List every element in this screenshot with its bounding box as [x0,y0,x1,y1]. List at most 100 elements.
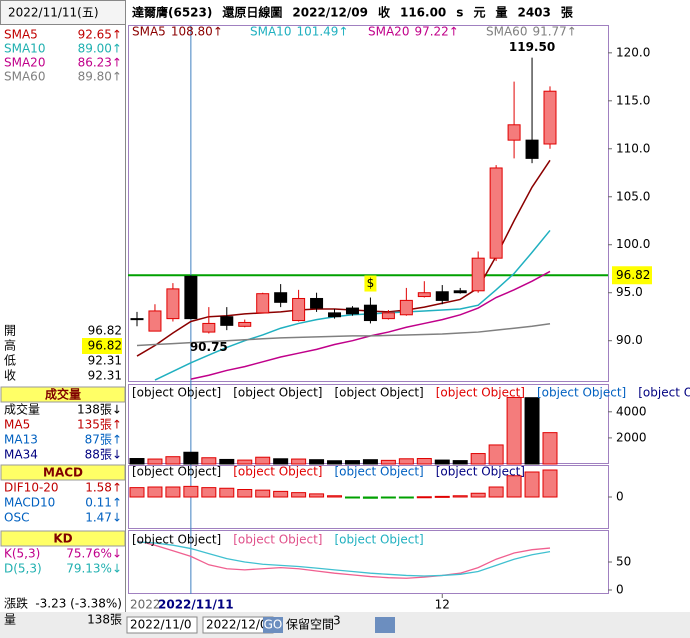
bar [273,490,289,498]
ma-line [136,322,551,347]
sidebar-label: SMA60 [4,70,45,84]
go-button[interactable] [263,617,283,633]
sidebar-label: DIF10-20 [4,481,59,495]
bar [201,457,217,465]
sidebar-label: SMA10 [4,42,45,56]
close-label: 收 [378,5,390,20]
sidebar-value: 86.23↑ [78,56,122,70]
x-tick-label: 12 [435,598,450,612]
vol-unit: 張 [561,6,574,20]
bar [237,489,253,498]
panel-header: [object Object] [436,386,525,400]
bar [237,459,253,465]
candle-body [489,167,503,259]
candle-body [292,297,306,322]
candle-body [399,299,413,316]
highlight [82,338,122,354]
bar [398,496,414,499]
panel-header: [object Object] [132,533,221,547]
bar [488,444,504,465]
unit: 元 [473,6,485,20]
bar [327,460,343,465]
legend-name: SMA5 [132,25,166,39]
section-title: MACD [43,466,83,480]
sidebar-label: 收 [4,369,16,383]
candle-body [525,139,539,159]
bar [362,459,378,465]
panel-header: [object Object] [335,465,424,479]
bar [219,487,235,498]
bar [506,396,522,465]
section-header [0,386,126,403]
panel-header: [object Object] [233,386,322,400]
y-tick-label: 95.0 [616,285,643,299]
candle-body [471,257,485,292]
panel-header: [object Object] [132,386,221,400]
date-select[interactable] [126,616,198,634]
bar [452,460,468,465]
bar [183,451,199,465]
date: 2022/11/11(五) [8,6,99,20]
legend-value: 108.80↑ [171,25,223,39]
chart-type: 還原日線圖 [222,5,282,20]
sidebar-label: MA34 [4,448,38,462]
bar [219,458,235,465]
bar [165,456,181,465]
bar [506,475,522,498]
sidebar-value: 96.82 [88,324,122,338]
legend-value: 91.77↑ [532,25,576,39]
vol: 2403 [517,6,550,20]
from-date: 2022/11/0 [130,618,192,632]
candle-body [256,293,270,314]
bar [129,487,145,498]
toolbar [0,612,690,638]
cursor-date: 2022/11/11 [158,598,234,612]
bar [524,471,540,498]
panel-header: [object Object] [436,465,525,479]
y-tick-label: 90.0 [616,333,643,347]
kd-line [136,540,551,579]
reserve-n: 3 [333,614,341,628]
sidebar-label: 高 [4,338,16,353]
bar [327,495,343,498]
kd-line [136,541,551,577]
candle-body [220,316,234,326]
sidebar-value: 75.76%↓ [66,547,122,561]
sidebar-label: SMA5 [4,28,38,42]
sidebar-label: 開 [4,324,16,338]
candle-body [363,304,377,322]
sidebar-label: MA5 [4,418,30,432]
candle-body [328,312,342,318]
y-tick-label: 115.0 [616,93,650,107]
sidebar-value: 138張↓ [77,403,122,417]
y-tick-label: 4000 [616,404,647,418]
bar [398,458,414,465]
bar [255,456,271,465]
legend-name: SMA60 [486,25,527,39]
marker-badge [364,275,377,292]
sidebar-value: 79.13%↓ [66,562,122,576]
low-label: 90.75 [190,340,228,354]
sidebar-value: 135張↑ [77,418,122,432]
sidebar-label: 漲跌 [4,596,28,611]
go-label: GO [264,618,283,632]
sidebar-value: 87張↑ [85,433,122,447]
candle-body [202,322,216,333]
section-header [0,464,126,481]
vol-label: 量 [495,6,507,20]
candle-body [166,288,180,320]
sidebar-value: 92.65↑ [78,28,122,42]
bar [434,495,450,498]
bar [344,496,360,499]
bar [416,458,432,465]
bar [452,495,468,498]
bar [470,492,486,498]
go-button[interactable] [375,617,395,633]
reference-label: 96.82 [616,268,650,282]
sidebar-value: 89.00↑ [78,42,122,56]
panel-header: [object Object] [638,386,690,400]
bar [183,485,199,498]
high-label: 119.50 [509,40,555,54]
last-date: 2022/12/09 [292,6,368,20]
